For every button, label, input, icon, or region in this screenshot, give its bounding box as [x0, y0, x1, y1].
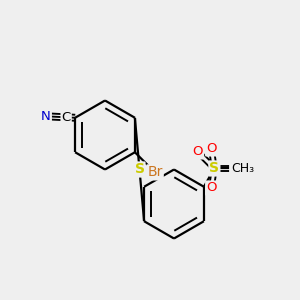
Text: Br: Br: [147, 165, 163, 179]
Text: S: S: [209, 161, 219, 176]
Text: C: C: [61, 111, 71, 124]
Text: O: O: [193, 146, 203, 158]
Text: O: O: [206, 182, 217, 194]
Text: N: N: [41, 110, 51, 123]
Text: O: O: [230, 162, 241, 175]
Text: CH₃: CH₃: [231, 162, 254, 175]
Text: S: S: [134, 163, 145, 176]
Text: O: O: [206, 142, 217, 155]
